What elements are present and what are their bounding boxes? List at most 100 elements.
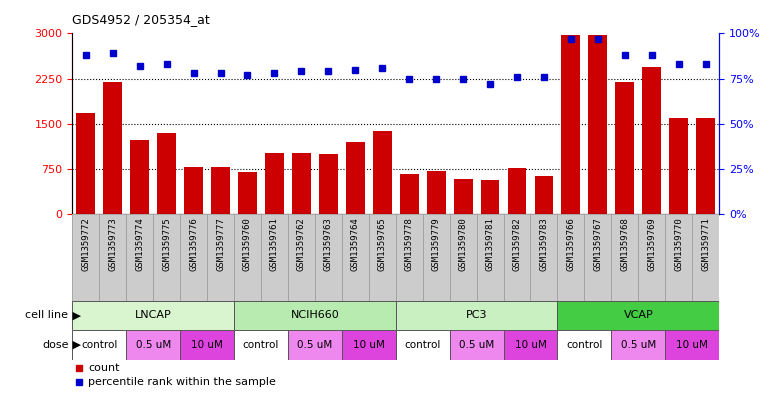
- Bar: [126, 330, 180, 360]
- Text: GSM1359779: GSM1359779: [431, 217, 441, 270]
- Bar: [396, 330, 450, 360]
- Text: GDS4952 / 205354_at: GDS4952 / 205354_at: [72, 13, 210, 26]
- Bar: [234, 330, 288, 360]
- Bar: [584, 214, 611, 301]
- Bar: [534, 176, 553, 214]
- Text: count: count: [88, 364, 120, 373]
- Bar: [207, 214, 234, 301]
- Text: dose: dose: [42, 340, 68, 350]
- Bar: [669, 118, 688, 214]
- Bar: [422, 214, 450, 301]
- Bar: [234, 301, 396, 330]
- Bar: [450, 330, 504, 360]
- Bar: [184, 167, 203, 214]
- Text: GSM1359780: GSM1359780: [459, 217, 467, 270]
- Bar: [504, 330, 557, 360]
- Bar: [400, 174, 419, 214]
- Bar: [72, 330, 126, 360]
- Bar: [562, 35, 581, 214]
- Text: VCAP: VCAP: [623, 310, 653, 320]
- Bar: [427, 171, 446, 214]
- Text: 0.5 uM: 0.5 uM: [298, 340, 333, 350]
- Text: GSM1359764: GSM1359764: [351, 217, 360, 270]
- Bar: [396, 214, 422, 301]
- Bar: [504, 214, 530, 301]
- Text: GSM1359767: GSM1359767: [594, 217, 603, 270]
- Bar: [369, 214, 396, 301]
- Text: ▶: ▶: [69, 310, 81, 320]
- Bar: [180, 330, 234, 360]
- Bar: [126, 214, 153, 301]
- Text: GSM1359775: GSM1359775: [162, 217, 171, 270]
- Bar: [158, 133, 176, 214]
- Text: GSM1359772: GSM1359772: [81, 217, 91, 270]
- Text: NCIH660: NCIH660: [291, 310, 339, 320]
- Text: percentile rank within the sample: percentile rank within the sample: [88, 377, 276, 387]
- Bar: [238, 172, 257, 214]
- Bar: [373, 131, 392, 214]
- Bar: [396, 301, 557, 330]
- Bar: [616, 82, 634, 214]
- Text: GSM1359761: GSM1359761: [270, 217, 279, 270]
- Bar: [611, 214, 638, 301]
- Bar: [76, 113, 95, 214]
- Bar: [642, 66, 661, 214]
- Bar: [557, 330, 611, 360]
- Text: ▶: ▶: [69, 340, 81, 350]
- Bar: [557, 214, 584, 301]
- Bar: [261, 214, 288, 301]
- Text: control: control: [243, 340, 279, 350]
- Text: control: control: [81, 340, 117, 350]
- Text: 0.5 uM: 0.5 uM: [621, 340, 656, 350]
- Bar: [103, 82, 123, 214]
- Text: 10 uM: 10 uM: [353, 340, 385, 350]
- Bar: [342, 214, 369, 301]
- Bar: [665, 214, 693, 301]
- Text: control: control: [405, 340, 441, 350]
- Text: GSM1359765: GSM1359765: [377, 217, 387, 270]
- Bar: [450, 214, 476, 301]
- Text: PC3: PC3: [466, 310, 487, 320]
- Text: 10 uM: 10 uM: [514, 340, 546, 350]
- Text: GSM1359760: GSM1359760: [243, 217, 252, 270]
- Bar: [588, 35, 607, 214]
- Bar: [130, 140, 149, 214]
- Text: GSM1359773: GSM1359773: [108, 217, 117, 270]
- Text: GSM1359770: GSM1359770: [674, 217, 683, 270]
- Text: LNCAP: LNCAP: [135, 310, 171, 320]
- Text: 10 uM: 10 uM: [677, 340, 708, 350]
- Bar: [696, 118, 715, 214]
- Text: 0.5 uM: 0.5 uM: [459, 340, 494, 350]
- Bar: [265, 153, 284, 214]
- Text: GSM1359769: GSM1359769: [648, 217, 656, 270]
- Text: GSM1359781: GSM1359781: [486, 217, 495, 270]
- Bar: [345, 143, 365, 214]
- Text: GSM1359777: GSM1359777: [216, 217, 225, 270]
- Text: GSM1359774: GSM1359774: [135, 217, 144, 270]
- Text: GSM1359766: GSM1359766: [566, 217, 575, 270]
- Bar: [99, 214, 126, 301]
- Bar: [342, 330, 396, 360]
- Bar: [288, 214, 315, 301]
- Bar: [319, 154, 338, 214]
- Text: control: control: [566, 340, 603, 350]
- Text: GSM1359783: GSM1359783: [540, 217, 549, 270]
- Text: GSM1359768: GSM1359768: [620, 217, 629, 270]
- Bar: [315, 214, 342, 301]
- Text: GSM1359778: GSM1359778: [405, 217, 414, 270]
- Text: GSM1359771: GSM1359771: [701, 217, 710, 270]
- Text: cell line: cell line: [25, 310, 68, 320]
- Bar: [72, 214, 99, 301]
- Bar: [180, 214, 207, 301]
- Bar: [693, 214, 719, 301]
- Bar: [292, 153, 310, 214]
- Bar: [72, 214, 719, 301]
- Bar: [454, 179, 473, 214]
- Bar: [611, 330, 665, 360]
- Bar: [638, 214, 665, 301]
- Bar: [476, 214, 504, 301]
- Bar: [234, 214, 261, 301]
- Text: GSM1359763: GSM1359763: [324, 217, 333, 270]
- Bar: [665, 330, 719, 360]
- Text: GSM1359762: GSM1359762: [297, 217, 306, 270]
